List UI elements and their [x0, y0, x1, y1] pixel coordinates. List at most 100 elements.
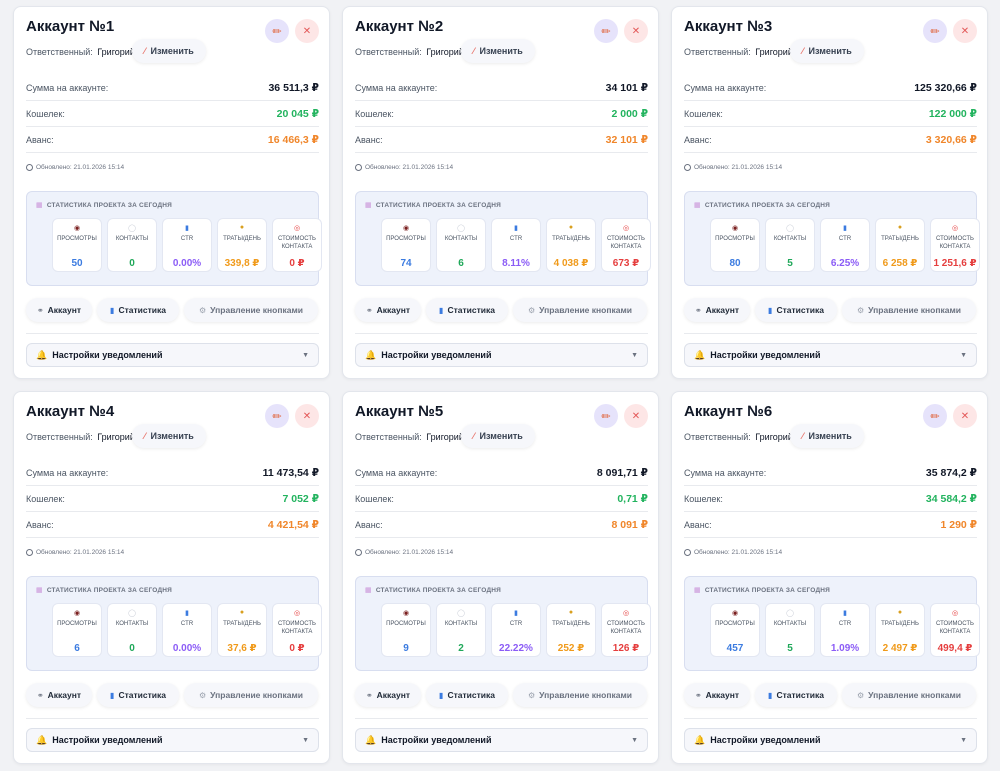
stat-label: ТРАТЫ/ДЕНЬ	[881, 236, 919, 242]
stat-spend: ● ТРАТЫ/ДЕНЬ 37,6 ₽	[217, 603, 267, 657]
delete-account-button[interactable]: ✕	[953, 19, 977, 43]
manage-buttons-button[interactable]: ⚙ Управление кнопками	[842, 683, 976, 707]
account-link-button[interactable]: ⚭ Аккаунт	[684, 298, 750, 322]
change-responsible-button[interactable]: ⁄ Изменить	[132, 39, 206, 63]
account-link-label: Аккаунт	[376, 305, 411, 315]
notification-settings-label: Настройки уведомлений	[381, 350, 492, 360]
stat-label: КОНТАКТЫ	[444, 621, 478, 627]
manage-buttons-button[interactable]: ⚙ Управление кнопками	[184, 298, 318, 322]
stat-value: 4 038 ₽	[553, 258, 589, 269]
money-bag-icon: ●	[897, 609, 903, 616]
delete-account-button[interactable]: ✕	[295, 404, 319, 428]
advance-label: Аванс:	[26, 519, 54, 530]
stat-label: CTR	[509, 236, 523, 242]
change-responsible-button[interactable]: ⁄ Изменить	[790, 39, 864, 63]
edit-account-button[interactable]: ✏	[265, 19, 289, 43]
close-icon: ✕	[960, 25, 970, 37]
divider	[26, 718, 319, 719]
responsible-user: Григорий	[426, 432, 464, 442]
stat-label: CTR	[180, 621, 194, 627]
change-responsible-button[interactable]: ⁄ Изменить	[461, 424, 535, 448]
statistics-button[interactable]: ▮ Статистика	[97, 683, 179, 707]
stat-views: ◉ ПРОСМОТРЫ 457	[710, 603, 760, 657]
statistics-button[interactable]: ▮ Статистика	[426, 683, 508, 707]
responsible-line: Ответственный: Григорий	[355, 47, 464, 57]
chart-icon: ▦	[36, 587, 43, 594]
advance-row: Аванс: 3 320,66 ₽	[684, 127, 977, 153]
delete-account-button[interactable]: ✕	[953, 404, 977, 428]
stats-title: ▦ СТАТИСТИКА ПРОЕКТА ЗА СЕГОДНЯ	[36, 586, 172, 595]
account-link-button[interactable]: ⚭ Аккаунт	[355, 683, 421, 707]
advance-label: Аванс:	[26, 134, 54, 145]
stat-label: ПРОСМОТРЫ	[715, 236, 755, 242]
stat-ctr: ▮ CTR 8.11%	[491, 218, 541, 272]
edit-account-button[interactable]: ✏	[923, 404, 947, 428]
change-label: Изменить	[479, 431, 523, 441]
statistics-button[interactable]: ▮ Статистика	[755, 298, 837, 322]
notification-settings-dropdown[interactable]: 🔔 Настройки уведомлений ▼	[684, 343, 977, 367]
notification-settings-dropdown[interactable]: 🔔 Настройки уведомлений ▼	[26, 343, 319, 367]
wallet-value: 7 052 ₽	[282, 492, 320, 505]
account-link-button[interactable]: ⚭ Аккаунт	[26, 683, 92, 707]
pencil-icon: ⁄	[473, 46, 475, 56]
change-responsible-button[interactable]: ⁄ Изменить	[461, 39, 535, 63]
close-icon: ✕	[960, 410, 970, 422]
stat-value: 673 ₽	[612, 258, 640, 269]
stat-value: 0.00%	[172, 643, 202, 654]
pencil-icon: ✏	[601, 410, 611, 423]
account-link-button[interactable]: ⚭ Аккаунт	[684, 683, 750, 707]
account-link-button[interactable]: ⚭ Аккаунт	[26, 298, 92, 322]
manage-buttons-button[interactable]: ⚙ Управление кнопками	[184, 683, 318, 707]
manage-buttons-button[interactable]: ⚙ Управление кнопками	[842, 298, 976, 322]
edit-account-button[interactable]: ✏	[265, 404, 289, 428]
edit-account-button[interactable]: ✏	[594, 404, 618, 428]
notification-settings-dropdown[interactable]: 🔔 Настройки уведомлений ▼	[26, 728, 319, 752]
statistics-button[interactable]: ▮ Статистика	[426, 298, 508, 322]
stat-value: 6.25%	[830, 258, 860, 269]
change-responsible-button[interactable]: ⁄ Изменить	[132, 424, 206, 448]
statistics-label: Статистика	[776, 305, 824, 315]
stat-value: 5	[787, 258, 793, 269]
change-label: Изменить	[808, 431, 852, 441]
responsible-label: Ответственный:	[26, 432, 93, 442]
change-responsible-button[interactable]: ⁄ Изменить	[790, 424, 864, 448]
statistics-button[interactable]: ▮ Статистика	[97, 298, 179, 322]
notification-settings-dropdown[interactable]: 🔔 Настройки уведомлений ▼	[355, 343, 648, 367]
manage-buttons-label: Управление кнопками	[868, 690, 961, 700]
notification-settings-dropdown[interactable]: 🔔 Настройки уведомлений ▼	[355, 728, 648, 752]
stat-spend: ● ТРАТЫ/ДЕНЬ 2 497 ₽	[875, 603, 925, 657]
notification-settings-dropdown[interactable]: 🔔 Настройки уведомлений ▼	[684, 728, 977, 752]
link-icon: ⚭	[694, 305, 702, 315]
money-bag-icon: ●	[239, 224, 245, 231]
bell-icon: 🔔	[365, 734, 377, 745]
stat-spend: ● ТРАТЫ/ДЕНЬ 6 258 ₽	[875, 218, 925, 272]
advance-row: Аванс: 4 421,54 ₽	[26, 512, 319, 538]
delete-account-button[interactable]: ✕	[295, 19, 319, 43]
updated-text: Обновлено: 21.01.2026 15:14	[694, 164, 783, 171]
account-link-button[interactable]: ⚭ Аккаунт	[355, 298, 421, 322]
chevron-down-icon: ▼	[631, 351, 638, 359]
stat-views: ◉ ПРОСМОТРЫ 80	[710, 218, 760, 272]
delete-account-button[interactable]: ✕	[624, 19, 648, 43]
balance-row: Сумма на аккаунте: 36 511,3 ₽	[26, 75, 319, 101]
wallet-row: Кошелек: 7 052 ₽	[26, 486, 319, 512]
statistics-button[interactable]: ▮ Статистика	[755, 683, 837, 707]
account-card: Аккаунт №6 ✏ ✕ Ответственный: Григорий ⁄…	[671, 391, 988, 764]
stat-label: CTR	[180, 236, 194, 242]
responsible-line: Ответственный: Григорий	[355, 432, 464, 442]
stats-title: ▦ СТАТИСТИКА ПРОЕКТА ЗА СЕГОДНЯ	[694, 586, 830, 595]
gear-icon: ⚙	[199, 690, 207, 700]
stat-contacts: ◯ КОНТАКТЫ 5	[765, 603, 815, 657]
stat-views: ◉ ПРОСМОТРЫ 6	[52, 603, 102, 657]
bar-chart-icon: ▮	[514, 225, 518, 232]
updated-text: Обновлено: 21.01.2026 15:14	[365, 164, 454, 171]
edit-account-button[interactable]: ✏	[923, 19, 947, 43]
change-label: Изменить	[479, 46, 523, 56]
pencil-icon: ⁄	[144, 46, 146, 56]
manage-buttons-button[interactable]: ⚙ Управление кнопками	[513, 683, 647, 707]
manage-buttons-button[interactable]: ⚙ Управление кнопками	[513, 298, 647, 322]
edit-account-button[interactable]: ✏	[594, 19, 618, 43]
delete-account-button[interactable]: ✕	[624, 404, 648, 428]
chevron-down-icon: ▼	[302, 736, 309, 744]
